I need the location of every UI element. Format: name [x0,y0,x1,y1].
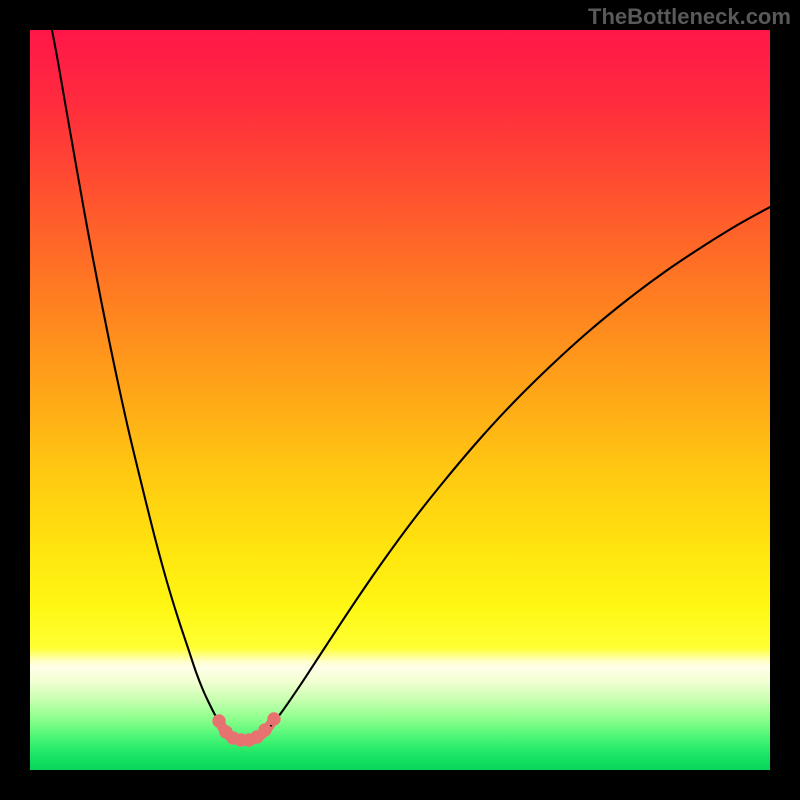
bottleneck-chart [0,0,800,800]
valley-marker [213,715,225,727]
valley-marker [268,713,280,725]
valley-marker [259,724,271,736]
gradient-background [30,30,770,770]
watermark-text: TheBottleneck.com [588,4,791,30]
